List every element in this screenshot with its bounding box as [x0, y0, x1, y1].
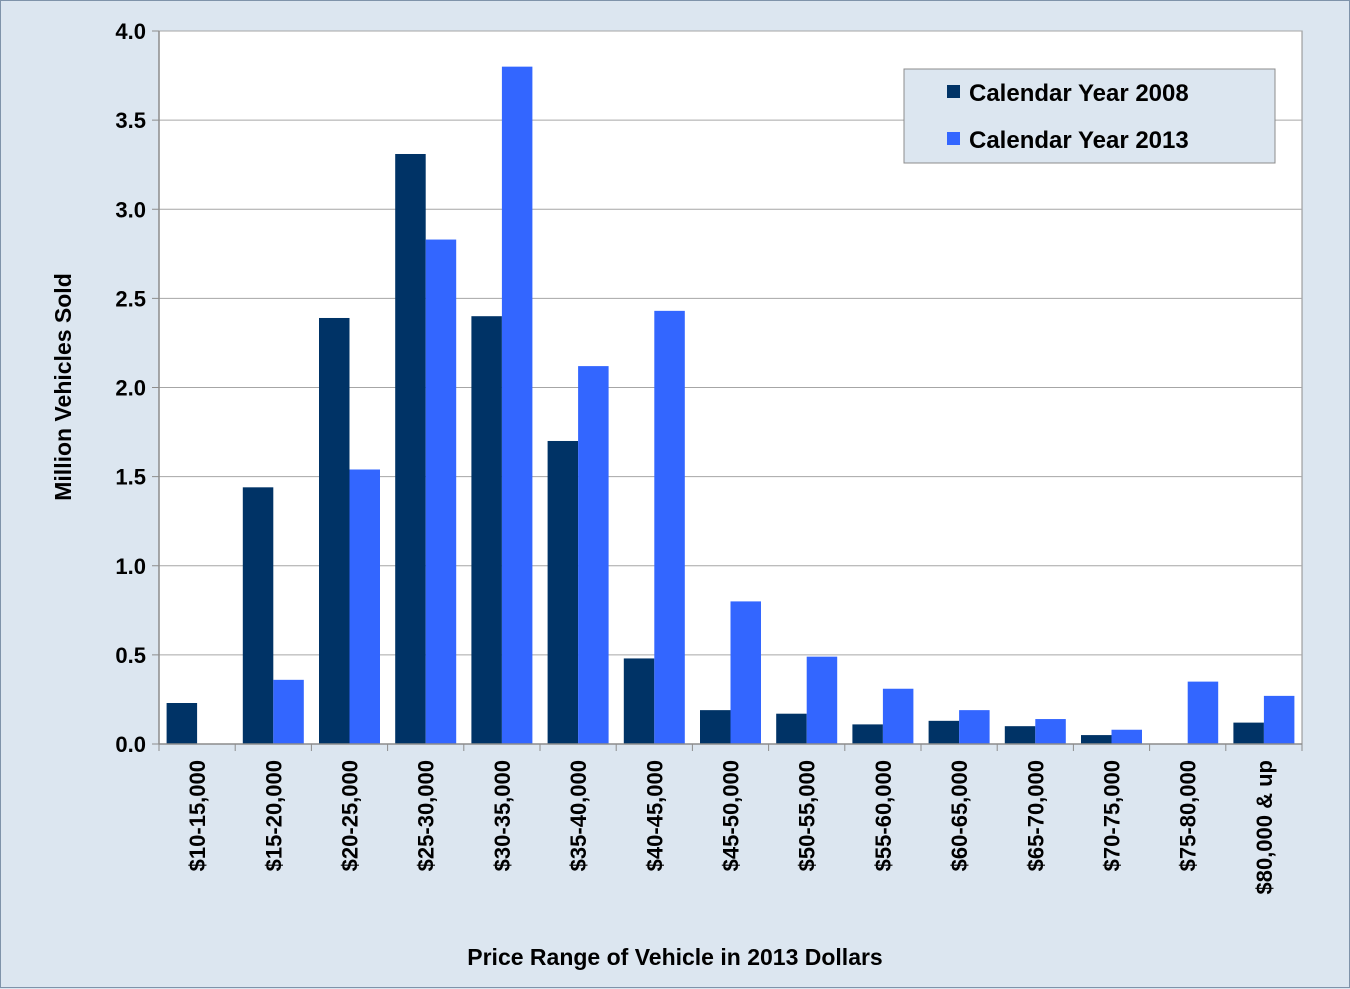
y-axis-title: Million Vehicles Sold [50, 273, 76, 501]
bar-2008-14 [1233, 722, 1264, 744]
y-tick-label: 4.0 [115, 19, 146, 44]
y-tick-label: 3.5 [115, 108, 146, 133]
x-tick-label: $25-30,000 [414, 760, 439, 871]
x-tick-label: $60-65,000 [947, 760, 972, 871]
bar-2013-6 [654, 310, 685, 744]
x-tick-label: $65-70,000 [1023, 760, 1048, 871]
bar-2013-4 [501, 66, 533, 744]
bar-2008-1 [242, 487, 274, 744]
x-tick-label: $15-20,000 [261, 760, 286, 871]
y-tick-label: 3.0 [115, 197, 146, 222]
bar-2008-5 [547, 440, 579, 744]
x-axis-title: Price Range of Vehicle in 2013 Dollars [467, 944, 882, 970]
y-tick-label: 2.5 [115, 286, 146, 311]
bars [166, 66, 1295, 745]
bar-2008-10 [928, 720, 960, 744]
y-tick-label: 1.5 [115, 465, 146, 490]
bar-2013-12 [1111, 729, 1142, 744]
bar-2008-2 [319, 317, 350, 744]
bar-2008-12 [1081, 735, 1112, 744]
bar-2013-10 [959, 710, 990, 744]
x-tick-labels: $10-15,000 $15-20,000 $20-25,000 $25-30,000… [158, 744, 1303, 895]
bar-2013-2 [349, 469, 380, 744]
bar-2008-8 [776, 713, 807, 744]
x-tick-label: $30-35,000 [490, 760, 515, 871]
y-tick-label: 1.0 [115, 554, 146, 579]
x-tick-label: $55-60,000 [871, 760, 896, 871]
x-tick-label: $45-50,000 [719, 760, 744, 871]
x-tick-label: $75-80,000 [1176, 760, 1201, 871]
bar-2013-5 [578, 366, 609, 744]
bar-2013-7 [730, 601, 761, 744]
y-tick-label: 0.5 [115, 643, 146, 668]
bar-2008-6 [623, 658, 655, 744]
bar-2008-0 [166, 703, 198, 744]
bar-2008-7 [700, 710, 731, 744]
bar-2013-3 [425, 239, 457, 745]
x-tick-label: $80,000 & up [1252, 760, 1277, 895]
bar-2008-11 [1004, 726, 1036, 744]
bar-2013-8 [806, 656, 838, 744]
bar-2008-3 [395, 153, 426, 744]
legend-swatch-2013 [947, 132, 960, 145]
x-tick-label: $10-15,000 [185, 760, 210, 871]
legend-swatch-2008 [947, 85, 960, 98]
y-tick-labels: 0.0 0.5 1.0 1.5 2.0 2.5 3.0 3.5 4.0 [115, 19, 159, 757]
y-tick-label: 2.0 [115, 376, 146, 401]
bar-2013-13 [1187, 681, 1219, 744]
bar-2008-4 [471, 316, 502, 744]
bar-2013-9 [882, 688, 914, 744]
legend-box [903, 68, 1276, 164]
x-tick-label: $40-45,000 [642, 760, 667, 871]
x-tick-label: $35-40,000 [566, 760, 591, 871]
x-tick-label: $70-75,000 [1100, 760, 1125, 871]
bar-2013-1 [273, 679, 304, 744]
legend: Calendar Year 2008 Calendar Year 2013 [903, 68, 1276, 164]
bar-2013-11 [1035, 719, 1066, 744]
y-tick-label: 0.0 [115, 732, 146, 757]
x-tick-label: $20-25,000 [338, 760, 363, 871]
legend-label-2008: Calendar Year 2008 [969, 80, 1189, 107]
legend-label-2013: Calendar Year 2013 [969, 127, 1189, 154]
bar-2008-9 [852, 724, 883, 744]
x-tick-label: $50-55,000 [795, 760, 820, 871]
bar-2013-14 [1263, 695, 1295, 744]
